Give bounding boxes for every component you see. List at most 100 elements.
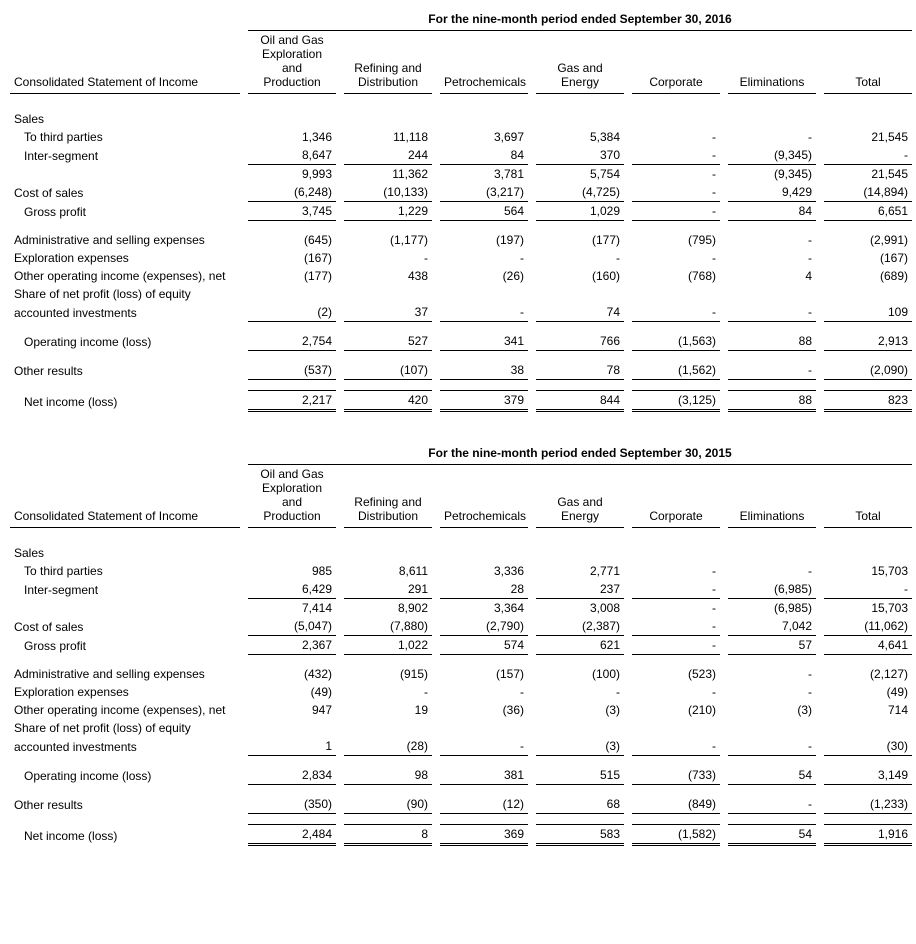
cell-value: - [632, 303, 720, 322]
cell-value: (350) [248, 795, 336, 814]
cell-value: - [632, 249, 720, 267]
cell-value: (733) [632, 766, 720, 785]
column-header: Oil and Gas Exploration and Production [248, 31, 336, 94]
cell-value: 564 [440, 202, 528, 221]
cell-value: - [632, 580, 720, 599]
column-header: Petrochemicals [440, 465, 528, 528]
cell-value: 57 [728, 636, 816, 655]
cell-value: - [728, 683, 816, 701]
cell-value: 583 [536, 825, 624, 845]
cell-value: 8,902 [344, 599, 432, 618]
cell-value: 11,362 [344, 165, 432, 184]
cell-value: (26) [440, 267, 528, 285]
cell-value: - [632, 183, 720, 202]
cell-value: 88 [728, 391, 816, 411]
row-label: Exploration expenses [10, 683, 240, 701]
cell-value: - [728, 665, 816, 683]
cell-value: 28 [440, 580, 528, 599]
cell-value: 574 [440, 636, 528, 655]
cell-value: 291 [344, 580, 432, 599]
column-header: Refining and Distribution [344, 31, 432, 94]
cell-value: - [440, 249, 528, 267]
cell-value: 3,745 [248, 202, 336, 221]
cell-value: 438 [344, 267, 432, 285]
cell-value: (9,345) [728, 165, 816, 184]
cell-value: - [824, 580, 912, 599]
row-label: Share of net profit (loss) of equity [10, 285, 240, 303]
row-label: Operating income (loss) [10, 332, 240, 351]
row-label: Operating income (loss) [10, 766, 240, 785]
cell-value: 1,229 [344, 202, 432, 221]
cell-value: (210) [632, 701, 720, 719]
row-label: Other operating income (expenses), net [10, 267, 240, 285]
cell-value: - [536, 683, 624, 701]
cell-value: (90) [344, 795, 432, 814]
cell-value: - [536, 249, 624, 267]
cell-value: 19 [344, 701, 432, 719]
cell-value: 98 [344, 766, 432, 785]
row-label: Other results [10, 795, 240, 814]
cell-value: (3) [536, 737, 624, 756]
cell-value: 985 [248, 562, 336, 580]
cell-value: (100) [536, 665, 624, 683]
cell-value: 2,771 [536, 562, 624, 580]
cell-value: - [728, 231, 816, 249]
cell-value: (28) [344, 737, 432, 756]
cell-value: 54 [728, 825, 816, 845]
cell-value: (177) [248, 267, 336, 285]
income-statement-table: For the nine-month period ended Septembe… [10, 10, 912, 412]
cell-value: - [632, 165, 720, 184]
row-label: Share of net profit (loss) of equity [10, 719, 240, 737]
cell-value: - [632, 636, 720, 655]
cell-value: 2,367 [248, 636, 336, 655]
cell-value: 381 [440, 766, 528, 785]
row-label: Cost of sales [10, 617, 240, 636]
column-header: Oil and Gas Exploration and Production [248, 465, 336, 528]
row-label: Net income (loss) [10, 391, 240, 411]
cell-value: (11,062) [824, 617, 912, 636]
cell-value: 237 [536, 580, 624, 599]
cell-value: 3,781 [440, 165, 528, 184]
cell-value: (2,790) [440, 617, 528, 636]
cell-value: - [728, 795, 816, 814]
section-header: Sales [10, 544, 912, 562]
cell-value: (1,233) [824, 795, 912, 814]
row-label: Other results [10, 361, 240, 380]
row-label: accounted investments [10, 737, 240, 756]
row-label: Inter-segment [10, 580, 240, 599]
cell-value: 9,993 [248, 165, 336, 184]
cell-value: 1,022 [344, 636, 432, 655]
cell-value: (197) [440, 231, 528, 249]
cell-value: (49) [824, 683, 912, 701]
cell-value: - [728, 128, 816, 146]
cell-value: 15,703 [824, 562, 912, 580]
income-statement-table: For the nine-month period ended Septembe… [10, 444, 912, 846]
column-header: Petrochemicals [440, 31, 528, 94]
cell-value: (107) [344, 361, 432, 380]
cell-value: (768) [632, 267, 720, 285]
cell-value: 244 [344, 146, 432, 165]
column-header: Eliminations [728, 465, 816, 528]
cell-value: - [344, 683, 432, 701]
cell-value: 84 [728, 202, 816, 221]
row-label: accounted investments [10, 303, 240, 322]
column-header: Eliminations [728, 31, 816, 94]
cell-value: 6,429 [248, 580, 336, 599]
cell-value: 88 [728, 332, 816, 351]
column-header: Total [824, 31, 912, 94]
cell-value: (14,894) [824, 183, 912, 202]
row-label: Gross profit [10, 636, 240, 655]
cell-value: - [440, 737, 528, 756]
cell-value: (689) [824, 267, 912, 285]
cell-value: 6,651 [824, 202, 912, 221]
row-label: Exploration expenses [10, 249, 240, 267]
cell-value: 1,916 [824, 825, 912, 845]
cell-value: - [632, 146, 720, 165]
column-header: Corporate [632, 31, 720, 94]
cell-value: 3,364 [440, 599, 528, 618]
cell-value: (2,127) [824, 665, 912, 683]
column-header: Refining and Distribution [344, 465, 432, 528]
cell-value: 4,641 [824, 636, 912, 655]
cell-value: 3,149 [824, 766, 912, 785]
cell-value: (5,047) [248, 617, 336, 636]
